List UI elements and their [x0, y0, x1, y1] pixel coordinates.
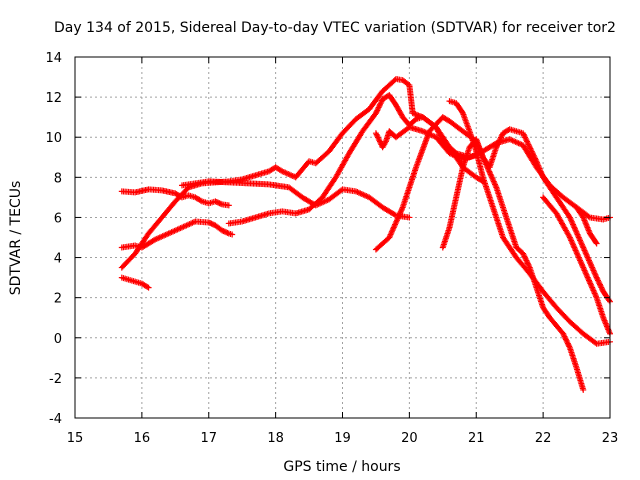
y-tick-labels: -4 -2 0 2 4 6 8 10 12 14: [45, 51, 62, 427]
y-tick-label: -2: [49, 372, 62, 387]
series-markers: [118, 274, 152, 291]
chart-title: Day 134 of 2015, Sidereal Day-to-day VTE…: [54, 20, 616, 36]
series-arc-k: [540, 194, 613, 337]
y-tick-label: 14: [45, 51, 62, 66]
grid-layer: [75, 57, 610, 418]
series-arc-l: [573, 204, 600, 247]
x-tick-label: 18: [267, 431, 284, 446]
series-markers: [118, 218, 236, 251]
x-tick-label: 15: [67, 431, 84, 446]
series-arc-a: [118, 186, 232, 209]
y-tick-label: 12: [45, 91, 62, 106]
series-layer: [118, 76, 613, 393]
series-markers: [179, 178, 413, 221]
series-arc-j: [446, 98, 613, 347]
x-axis-label: GPS time / hours: [283, 459, 400, 475]
x-tick-label: 23: [602, 431, 619, 446]
x-tick-label: 19: [334, 431, 351, 446]
series-markers: [118, 186, 232, 209]
series-arc-b: [118, 218, 236, 251]
x-tick-label: 17: [200, 431, 217, 446]
y-tick-label: 4: [54, 252, 62, 267]
y-tick-label: 8: [54, 171, 62, 186]
x-tick-label: 22: [535, 431, 552, 446]
y-tick-label: 2: [54, 292, 62, 307]
y-tick-label: 0: [54, 332, 62, 347]
x-tick-label: 20: [401, 431, 418, 446]
series-arc-i: [439, 126, 613, 305]
y-tick-label: 10: [45, 131, 62, 146]
series-arc-e: [179, 178, 413, 221]
x-tick-label: 16: [134, 431, 151, 446]
series-markers: [540, 194, 613, 337]
series-arc-c: [118, 274, 152, 291]
series-markers: [439, 126, 613, 305]
y-axis-label: SDTVAR / TECUs: [8, 181, 24, 296]
ticks-layer: [74, 56, 611, 419]
y-tick-label: -4: [49, 412, 62, 427]
series-arc-d: [118, 76, 486, 271]
y-tick-label: 6: [54, 211, 62, 226]
series-markers: [573, 204, 600, 247]
series-markers: [446, 98, 613, 347]
x-tick-labels: 15 16 17 18 19 20 21 22 23: [67, 431, 619, 446]
x-tick-label: 21: [468, 431, 485, 446]
series-markers: [118, 76, 486, 271]
